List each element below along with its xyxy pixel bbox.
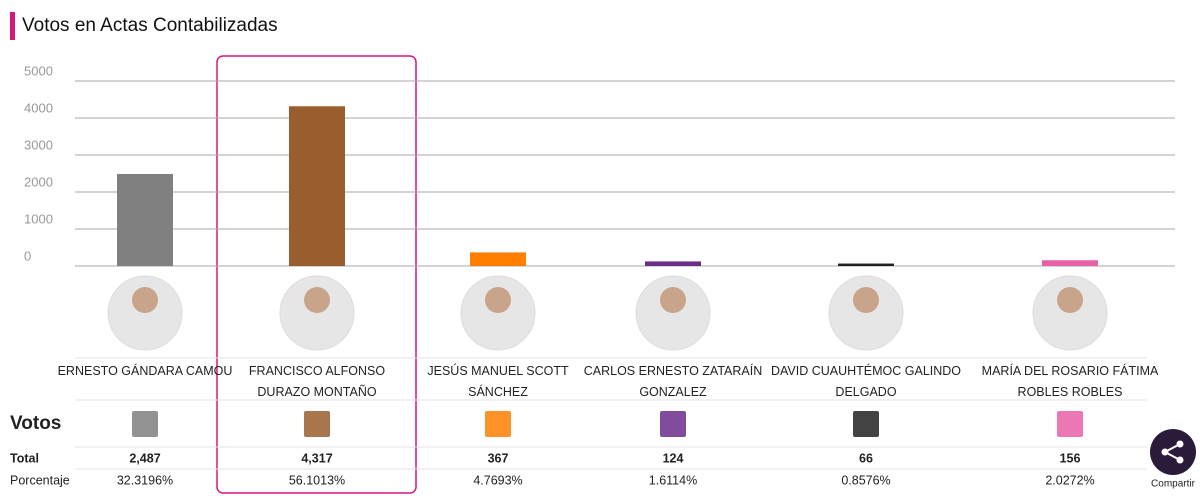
name-box: DAVID CUAUHTÉMOC GALINDO DELGADO bbox=[770, 364, 962, 399]
percentage: 0.8576% bbox=[841, 473, 890, 487]
total-votes: 2,487 bbox=[129, 451, 160, 465]
total-votes: 367 bbox=[488, 451, 509, 465]
percentage: 32.3196% bbox=[117, 473, 173, 487]
percentage: 4.7693% bbox=[473, 473, 522, 487]
percentage: 1.6114% bbox=[649, 473, 697, 487]
photo-head bbox=[304, 287, 330, 313]
candidate-name: CARLOS ERNESTO ZATARAÍN GONZALEZ bbox=[583, 364, 763, 399]
bar bbox=[470, 252, 526, 266]
percentage: 2.0272% bbox=[1045, 473, 1094, 487]
total-label: Total bbox=[10, 451, 39, 465]
party-logo bbox=[304, 411, 330, 437]
party-logo bbox=[1057, 411, 1083, 437]
total-votes: 66 bbox=[859, 451, 873, 465]
total-votes: 124 bbox=[663, 451, 684, 465]
percentage: 56.1013% bbox=[289, 473, 345, 487]
party-logo bbox=[485, 411, 511, 437]
y-tick-label: 1000 bbox=[24, 211, 53, 226]
name-box: FRANCISCO ALFONSO DURAZO MONTAÑO bbox=[248, 364, 386, 399]
name-box: ERNESTO GÁNDARA CAMOU bbox=[57, 364, 233, 378]
party-logo bbox=[853, 411, 879, 437]
title-accent bbox=[10, 12, 15, 40]
bar bbox=[289, 106, 345, 267]
photo-head bbox=[660, 287, 686, 313]
party-logo bbox=[660, 411, 686, 437]
winner-highlight bbox=[216, 55, 417, 494]
bar bbox=[645, 261, 701, 266]
total-votes: 156 bbox=[1060, 451, 1081, 465]
candidate-name: FRANCISCO ALFONSO DURAZO MONTAÑO bbox=[248, 364, 386, 399]
percent-label: Porcentaje bbox=[10, 473, 70, 487]
share-label[interactable]: Compartir bbox=[1151, 479, 1196, 490]
total-votes: 4,317 bbox=[301, 451, 332, 465]
bar bbox=[838, 263, 894, 266]
name-box: JESÚS MANUEL SCOTT SÁNCHEZ bbox=[427, 364, 569, 399]
y-tick-label: 4000 bbox=[24, 100, 53, 115]
chart-title: Votos en Actas Contabilizadas bbox=[22, 15, 278, 36]
candidate-name: DAVID CUAUHTÉMOC GALINDO DELGADO bbox=[770, 364, 962, 399]
share-button[interactable]: Compartir bbox=[1150, 429, 1196, 490]
photo-head bbox=[1057, 287, 1083, 313]
photo-head bbox=[485, 287, 511, 313]
name-box: MARÍA DEL ROSARIO FÁTIMA ROBLES ROBLES bbox=[981, 364, 1159, 399]
y-tick-label: 0 bbox=[24, 248, 31, 263]
y-tick-label: 3000 bbox=[24, 137, 53, 152]
photo-head bbox=[132, 287, 158, 313]
candidate-name: ERNESTO GÁNDARA CAMOU bbox=[57, 364, 233, 378]
bar bbox=[117, 173, 173, 266]
party-logo bbox=[132, 411, 158, 437]
votes-heading: Votos bbox=[10, 413, 61, 434]
bar bbox=[1042, 260, 1098, 266]
candidate-name: MARÍA DEL ROSARIO FÁTIMA ROBLES ROBLES bbox=[981, 364, 1159, 399]
share-icon[interactable] bbox=[1150, 429, 1196, 475]
y-tick-label: 2000 bbox=[24, 174, 53, 189]
name-box: CARLOS ERNESTO ZATARAÍN GONZALEZ bbox=[583, 364, 763, 399]
y-tick-label: 5000 bbox=[24, 63, 53, 78]
candidate-name: JESÚS MANUEL SCOTT SÁNCHEZ bbox=[427, 364, 569, 399]
photo-head bbox=[853, 287, 879, 313]
